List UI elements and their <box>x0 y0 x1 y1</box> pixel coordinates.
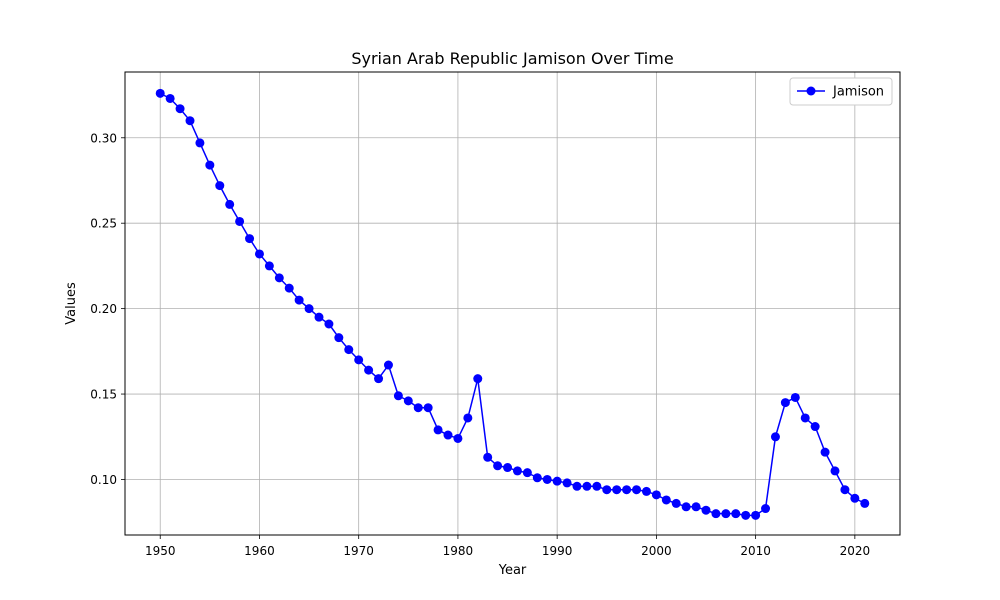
data-point <box>671 498 681 508</box>
data-point <box>393 391 403 401</box>
data-point <box>651 490 661 500</box>
x-tick-label: 1950 <box>145 544 176 558</box>
x-tick-label: 2020 <box>840 544 871 558</box>
legend-label: Jamison <box>832 85 884 100</box>
y-tick-label: 0.10 <box>90 473 117 487</box>
legend: Jamison <box>789 77 893 106</box>
y-axis-label: Values <box>64 282 79 325</box>
chart-title: Syrian Arab Republic Jamison Over Time <box>351 49 673 68</box>
data-point <box>800 413 810 423</box>
data-point <box>572 481 582 491</box>
x-tick-label: 1980 <box>443 544 474 558</box>
x-tick-label: 2000 <box>641 544 672 558</box>
data-point <box>185 116 195 126</box>
data-point <box>612 485 622 495</box>
data-point <box>354 355 364 365</box>
data-point <box>403 396 413 406</box>
data-point <box>473 374 483 384</box>
data-point <box>225 199 235 209</box>
data-point <box>542 474 552 484</box>
data-point <box>512 466 522 476</box>
data-point <box>294 295 304 305</box>
data-point <box>641 486 651 496</box>
data-point <box>304 304 314 314</box>
x-tick-label: 1970 <box>343 544 374 558</box>
data-point <box>254 249 264 259</box>
data-point <box>840 485 850 495</box>
data-point <box>761 504 771 514</box>
data-point <box>314 312 324 322</box>
legend-marker-swatch <box>806 86 816 96</box>
data-point <box>522 468 532 478</box>
data-point <box>503 463 513 473</box>
data-point <box>284 283 294 293</box>
plot-area-frame <box>124 71 901 536</box>
grid-lines <box>125 72 900 535</box>
data-point <box>582 481 592 491</box>
data-point <box>681 502 691 512</box>
data-point <box>751 510 761 520</box>
data-point <box>423 403 433 413</box>
axis-ticks: 1950 1960 1970 1980 1990 2000 2010 2020 0.10 0.15… <box>90 131 870 558</box>
data-point <box>274 273 284 283</box>
data-point <box>661 495 671 505</box>
data-point <box>562 478 572 488</box>
data-point <box>780 398 790 408</box>
data-point <box>830 466 840 476</box>
data-point <box>632 485 642 495</box>
data-point <box>850 493 860 503</box>
data-point <box>433 425 443 435</box>
x-tick-label: 2010 <box>740 544 771 558</box>
data-point <box>483 452 493 462</box>
x-tick-label: 1960 <box>244 544 275 558</box>
data-point <box>810 422 820 432</box>
data-point <box>721 509 731 519</box>
data-point <box>493 461 503 471</box>
y-tick-label: 0.30 <box>90 131 117 145</box>
data-point <box>860 498 870 508</box>
data-point <box>463 413 473 423</box>
data-point <box>324 319 334 329</box>
y-tick-label: 0.25 <box>90 217 117 231</box>
data-point <box>711 509 721 519</box>
data-point <box>245 234 255 244</box>
data-point <box>602 485 612 495</box>
data-point <box>552 476 562 486</box>
data-point <box>205 160 215 170</box>
data-point <box>820 447 830 457</box>
data-point <box>165 93 175 103</box>
data-point <box>344 345 354 355</box>
data-point <box>691 502 701 512</box>
y-tick-label: 0.20 <box>90 302 117 316</box>
data-point <box>701 505 711 515</box>
data-point <box>334 333 344 343</box>
data-point <box>532 473 542 483</box>
series-layer <box>155 88 870 520</box>
data-point <box>731 509 741 519</box>
data-point <box>741 510 751 520</box>
data-point <box>453 433 463 443</box>
data-point <box>413 403 423 413</box>
data-point <box>195 138 205 148</box>
data-point <box>175 104 185 114</box>
data-point <box>155 88 165 98</box>
data-point <box>364 365 374 375</box>
data-point <box>383 360 393 370</box>
y-tick-label: 0.15 <box>90 388 117 402</box>
data-point <box>215 181 225 191</box>
data-point <box>770 432 780 442</box>
data-point <box>790 392 800 402</box>
data-point <box>235 216 245 226</box>
legend-box <box>789 77 893 106</box>
data-point <box>622 485 632 495</box>
data-point <box>264 261 274 271</box>
x-axis-label: Year <box>498 563 527 578</box>
data-point <box>374 374 384 384</box>
x-tick-label: 1990 <box>542 544 573 558</box>
data-point <box>443 430 453 440</box>
data-point <box>592 481 602 491</box>
